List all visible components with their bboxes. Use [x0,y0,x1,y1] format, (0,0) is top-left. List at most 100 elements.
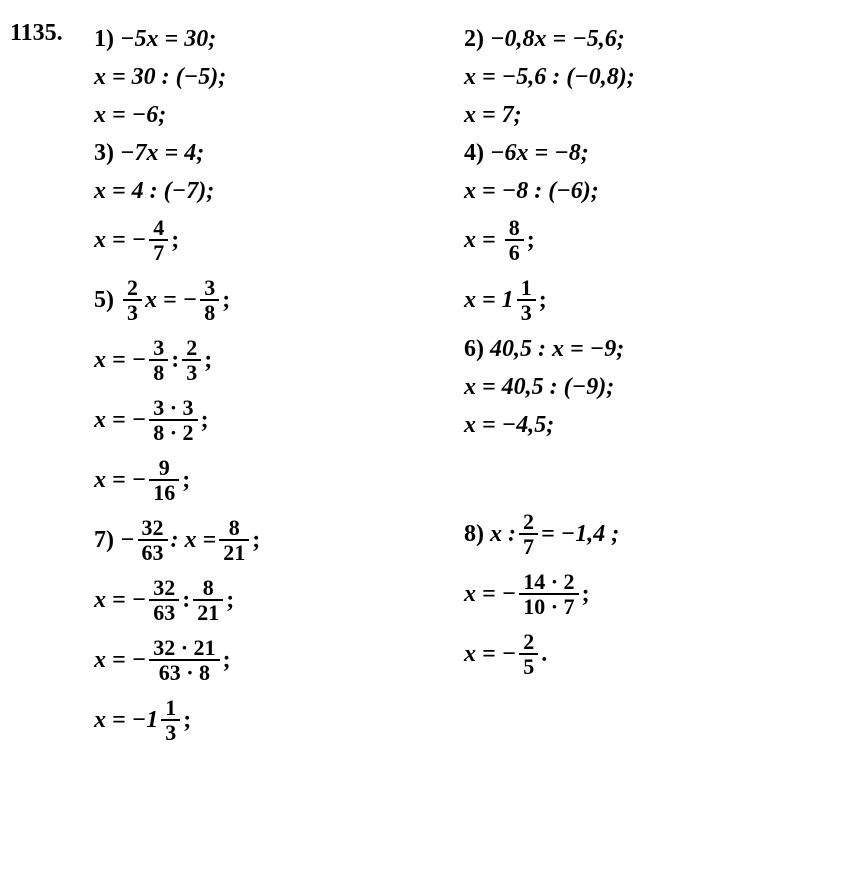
p7-step3: x = −1 1 3 ; [94,690,464,750]
frac-num: 1 [517,276,536,299]
p4-step1: x = −8 : (−6); [464,172,824,210]
frac-num: 3 [149,336,168,359]
p2-step2: x = 7; [464,96,824,134]
frac-num: 8 [225,516,244,539]
p7-label: 7) [94,528,114,552]
p2-label: 2) [464,27,484,51]
p8s2-frac: 2 5 [519,630,538,678]
frac-den: 3 [182,361,201,384]
p3s2-prefix: x = − [94,228,146,252]
p7-mid: : x = [171,528,217,552]
p3-step2: x = − 4 7 ; [94,210,464,270]
p8s1-frac: 14 · 2 10 · 7 [519,570,578,618]
p3: 3) −7x = 4; [94,134,464,172]
frac-den: 8 · 2 [149,421,197,444]
p2-step1: x = −5,6 : (−0,8); [464,58,824,96]
p5s3-frac: 9 16 [149,456,179,504]
p1-eq: −5x = 30; [120,27,216,51]
frac-den: 8 [149,361,168,384]
p6-label: 6) [464,337,484,361]
p8s1-suffix: ; [582,582,590,606]
p8-prefix: x : [490,522,516,546]
frac-den: 3 [517,301,536,324]
frac-den: 5 [519,655,538,678]
p7s1-prefix: x = − [94,588,146,612]
frac-num: 2 [123,276,142,299]
p7-step1: x = − 32 63 : 8 21 ; [94,570,464,630]
frac-num: 2 [182,336,201,359]
frac-num: 9 [155,456,174,479]
p3-step1: x = 4 : (−7); [94,172,464,210]
frac-num: 2 [519,510,538,533]
p7-suffix: ; [252,528,260,552]
p6-eq: 40,5 : x = −9; [490,337,624,361]
frac-num: 8 [199,576,218,599]
p5s3-suffix: ; [182,468,190,492]
p5-rhs-frac: 3 8 [200,276,219,324]
p3s2-frac: 4 7 [149,216,168,264]
p5s2-frac: 3 · 3 8 · 2 [149,396,197,444]
p4s2-prefix: x = [464,228,496,252]
p7s2-frac: 32 · 21 63 · 8 [149,636,219,684]
p5-step3: x = − 9 16 ; [94,450,464,510]
p3-label: 3) [94,141,114,165]
p7-step2: x = − 32 · 21 63 · 8 ; [94,630,464,690]
p7-prefix: − [120,528,135,552]
p4s2-suffix: ; [527,228,535,252]
frac-num: 32 [138,516,168,539]
p4s3-suffix: ; [539,288,547,312]
p8s2-prefix: x = − [464,642,516,666]
p5-step1: x = − 3 8 : 2 3 ; [94,330,464,390]
frac-num: 4 [149,216,168,239]
p5s1-suffix: ; [204,348,212,372]
p4-step2: x = 8 6 ; [464,210,824,270]
p4-step3: x = 1 1 3 ; [464,270,824,330]
frac-den: 63 · 8 [155,661,214,684]
frac-den: 21 [219,541,249,564]
p7s1-a: 32 63 [149,576,179,624]
p5s2-prefix: x = − [94,408,146,432]
p8-step2: x = − 2 5 . [464,624,824,684]
frac-den: 3 [123,301,142,324]
p8: 8) x : 2 7 = −1,4 ; [464,504,824,564]
frac-den: 6 [505,241,524,264]
p5s1-a: 3 8 [149,336,168,384]
p1-label: 1) [94,27,114,51]
p3-eq: −7x = 4; [120,141,204,165]
p8-step1: x = − 14 · 2 10 · 7 ; [464,564,824,624]
frac-den: 10 · 7 [519,595,578,618]
p8-label: 8) [464,522,484,546]
frac-den: 8 [200,301,219,324]
frac-den: 7 [149,241,168,264]
frac-num: 3 [200,276,219,299]
p1-step2: x = −6; [94,96,464,134]
p5-suffix: ; [222,288,230,312]
p5s1-op: : [171,348,179,372]
p7s2-prefix: x = − [94,648,146,672]
p2: 2) −0,8x = −5,6; [464,20,824,58]
p7: 7) − 32 63 : x = 8 21 ; [94,510,464,570]
p7s3-prefix: x = −1 [94,708,158,732]
frac-num: 2 [519,630,538,653]
p4s3-frac: 1 3 [517,276,536,324]
p8s2-suffix: . [541,642,547,666]
p3s2-suffix: ; [171,228,179,252]
right-column: 2) −0,8x = −5,6; x = −5,6 : (−0,8); x = … [464,20,824,750]
p8s1-prefix: x = − [464,582,516,606]
p6: 6) 40,5 : x = −9; [464,330,824,368]
columns: 1) −5x = 30; x = 30 : (−5); x = −6; 3) −… [94,20,846,750]
frac-den: 63 [138,541,168,564]
p4-eq: −6x = −8; [490,141,589,165]
p7s3-frac: 1 3 [161,696,180,744]
p5s3-prefix: x = − [94,468,146,492]
p5-mid: x = − [145,288,197,312]
math-problem-page: 1135. 1) −5x = 30; x = 30 : (−5); x = −6… [0,20,846,750]
frac-den: 63 [149,601,179,624]
p8-a: 2 7 [519,510,538,558]
p7s3-suffix: ; [183,708,191,732]
p5-step2: x = − 3 · 3 8 · 2 ; [94,390,464,450]
frac-num: 32 [149,576,179,599]
p5s1-b: 2 3 [182,336,201,384]
p7s1-op: : [182,588,190,612]
p5: 5) 2 3 x = − 3 8 ; [94,270,464,330]
